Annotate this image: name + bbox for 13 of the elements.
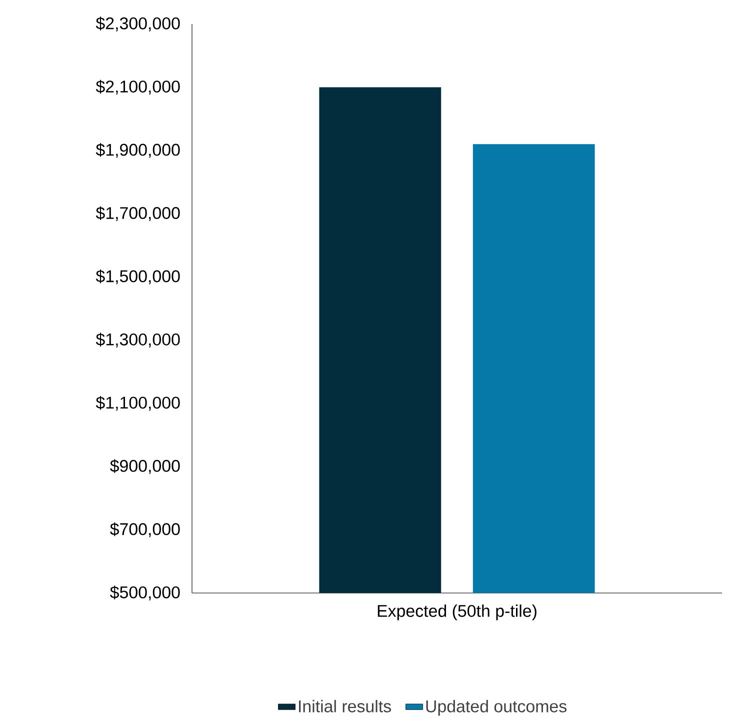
- y-tick-label: $1,700,000: [96, 206, 180, 222]
- y-tick-label: $700,000: [110, 522, 180, 538]
- legend-label: Updated outcomes: [426, 700, 567, 716]
- y-tick-label: $1,300,000: [96, 332, 180, 348]
- y-tick-label: $1,900,000: [96, 143, 180, 158]
- y-tick-label: $900,000: [110, 459, 180, 474]
- y-tick-label: $2,300,000: [96, 16, 180, 32]
- y-tick-label: $2,100,000: [96, 80, 180, 95]
- x-tick-label: Expected (50th p-tile): [378, 604, 536, 620]
- y-tick-label: $1,500,000: [96, 270, 180, 284]
- legend-label: Initial results: [299, 700, 391, 712]
- y-tick-label: $500,000: [110, 586, 180, 600]
- y-tick-label: $1,100,000: [96, 396, 180, 411]
